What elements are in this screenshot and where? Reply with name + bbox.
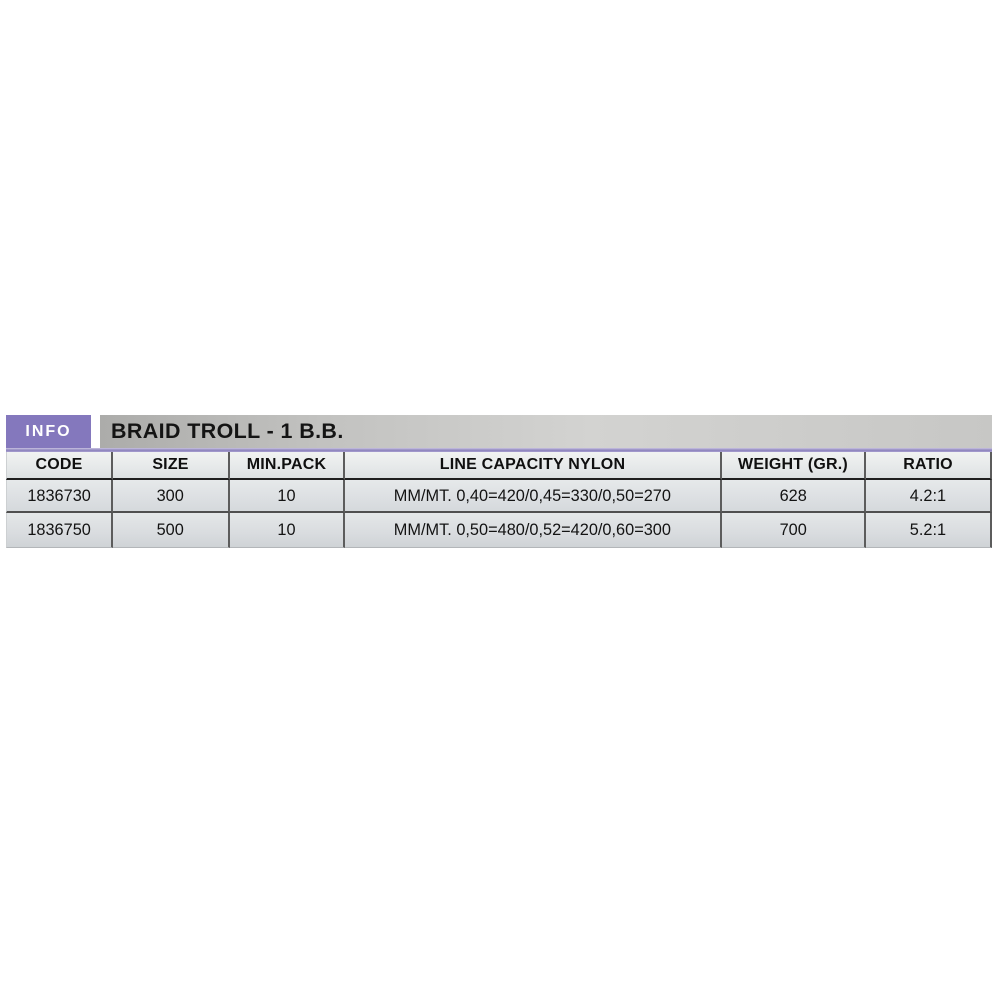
spec-table: CODE SIZE MIN.PACK LINE CAPACITY NYLON W… [6,452,992,548]
header-cell-ratio: RATIO [866,452,992,480]
table-cell-code: 1836730 [6,480,113,513]
table-cell-weight: 700 [722,513,866,548]
table-cell-minpack: 10 [230,513,345,548]
badge-gap [91,415,100,448]
header-cell-weight: WEIGHT (GR.) [722,452,866,480]
table-cell-line-capacity: MM/MT. 0,40=420/0,45=330/0,50=270 [345,480,722,513]
cell-value: 628 [779,485,807,505]
cell-value: 10 [277,520,296,539]
cell-value: 300 [156,485,185,505]
cell-value: 5.2:1 [909,520,947,539]
cell-value: 500 [156,520,185,539]
header-cell-size: SIZE [113,452,230,480]
product-title: BRAID TROLL - 1 B.B. [111,419,344,443]
product-spec-sheet: INFO BRAID TROLL - 1 B.B. CODE SIZE MIN.… [6,415,992,548]
table-cell-minpack: 10 [230,480,345,513]
header-cell-code: CODE [6,452,113,480]
cell-value: MM/MT. 0,40=420/0,45=330/0,50=270 [393,485,672,505]
table-cell-code: 1836750 [6,513,113,548]
cell-value: 4.2:1 [909,485,947,505]
title-row: INFO BRAID TROLL - 1 B.B. [6,415,992,448]
cell-value: 1836730 [27,485,91,505]
header-cell-minpack: MIN.PACK [230,452,345,480]
title-band: BRAID TROLL - 1 B.B. [100,415,992,448]
header-cell-line-capacity: LINE CAPACITY NYLON [345,452,722,480]
table-cell-line-capacity: MM/MT. 0,50=480/0,52=420/0,60=300 [345,513,722,548]
cell-value: 1836750 [27,520,91,539]
cell-value: 10 [277,485,296,505]
cell-value: 700 [779,520,807,539]
table-cell-weight: 628 [722,480,866,513]
table-cell-size: 300 [113,480,230,513]
table-cell-size: 500 [113,513,230,548]
info-badge: INFO [6,415,91,448]
table-cell-ratio: 4.2:1 [866,480,992,513]
table-cell-ratio: 5.2:1 [866,513,992,548]
cell-value: MM/MT. 0,50=480/0,52=420/0,60=300 [393,520,672,539]
divider-line [6,448,992,452]
